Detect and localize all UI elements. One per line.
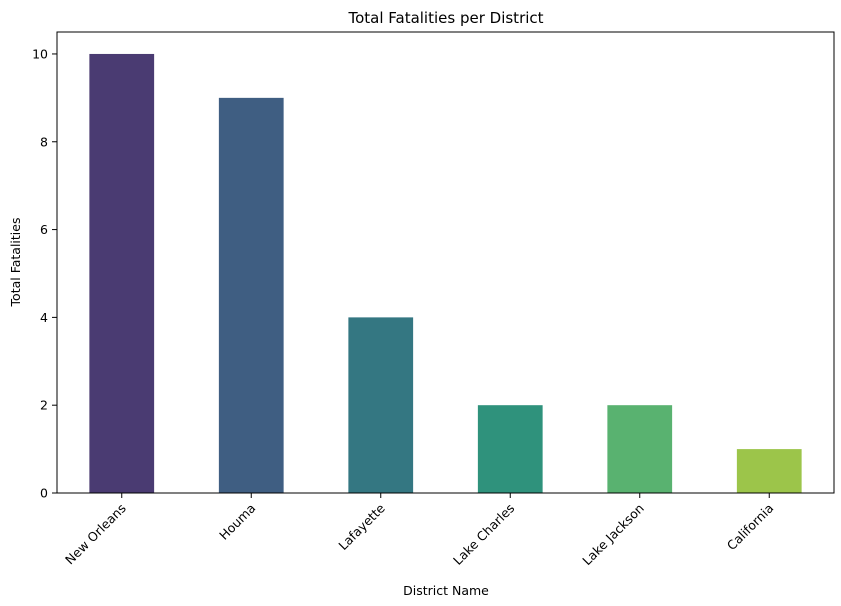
bar-new-orleans	[89, 53, 155, 493]
y-axis-title: Total Fatalities	[8, 218, 23, 308]
y-tick-label: 0	[40, 486, 48, 501]
y-axis: 0 2 4 6 8 10	[32, 46, 57, 501]
bar-houma	[218, 97, 284, 493]
y-tick-label: 8	[40, 134, 48, 149]
bar-california	[736, 449, 802, 493]
bars-group	[89, 53, 802, 493]
chart-title: Total Fatalities per District	[347, 9, 543, 27]
x-axis-title: District Name	[403, 583, 489, 598]
plot-frame	[56, 31, 835, 494]
y-tick-label: 10	[32, 46, 48, 61]
y-tick-label: 2	[40, 398, 48, 413]
y-tick-label: 4	[40, 310, 48, 325]
bar-lake-charles	[477, 405, 543, 493]
bar-lafayette	[348, 317, 414, 493]
bar-lake-jackson	[607, 405, 673, 493]
y-tick-label: 6	[40, 222, 48, 237]
